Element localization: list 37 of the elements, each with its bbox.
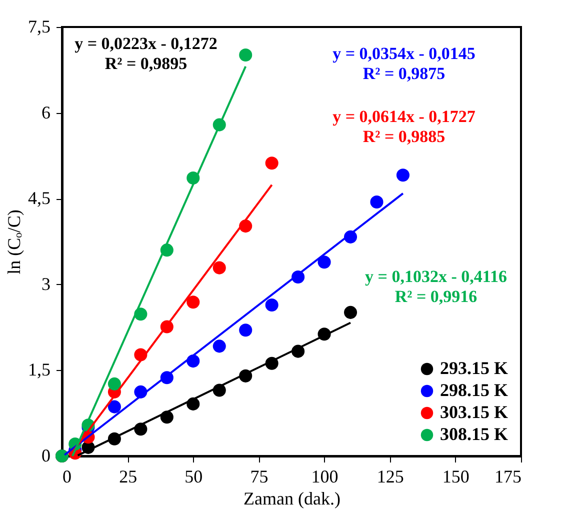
point: [239, 48, 252, 62]
legend-label: 303.15 K: [440, 402, 508, 422]
x-tick-label: 75: [250, 466, 268, 486]
y-tick-label: 4,5: [28, 188, 50, 208]
x-tick-label: 25: [119, 466, 138, 486]
point: [265, 298, 278, 312]
point: [212, 261, 226, 274]
y-axis-title: ln (Cₒ/C): [4, 210, 24, 274]
annotation: y = 0,0223x - 0,1272 R² = 0,9895: [74, 34, 218, 73]
x-tick-label: 100: [311, 466, 338, 486]
point: [212, 340, 226, 353]
y-tick-label: 0: [42, 446, 50, 466]
point: [318, 256, 331, 269]
x-tick-label: 50: [184, 466, 203, 486]
annotation: y = 0,1032x - 0,4116 R² = 0,9916: [365, 267, 507, 306]
x-tick-label: 150: [442, 466, 470, 486]
legend-label: 308.15 K: [440, 424, 508, 444]
x-tick-label: 0: [62, 466, 72, 486]
y-tick-label: 6: [42, 102, 50, 122]
y-tick-label: 3: [42, 274, 50, 294]
point: [108, 400, 121, 414]
point: [108, 377, 121, 390]
y-tick-label: 7,5: [28, 16, 50, 36]
point: [265, 156, 278, 170]
legend-label: 298.15 K: [440, 380, 508, 400]
point: [396, 168, 410, 182]
annotation: y = 0,0614x - 0,1727 R² = 0,9885: [332, 107, 476, 146]
point: [186, 296, 200, 309]
point: [344, 306, 358, 319]
point: [370, 196, 384, 209]
legend-label: 293.15 K: [440, 358, 508, 378]
annotation: y = 0,0354x - 0,0145 R² = 0,9875: [332, 44, 476, 83]
x-tick-label: 175: [494, 466, 522, 486]
x-tick-label: 125: [376, 466, 404, 486]
x-axis-title: Zaman (dak.): [244, 488, 340, 508]
point: [239, 324, 252, 337]
y-tick-label: 1,5: [28, 360, 50, 380]
